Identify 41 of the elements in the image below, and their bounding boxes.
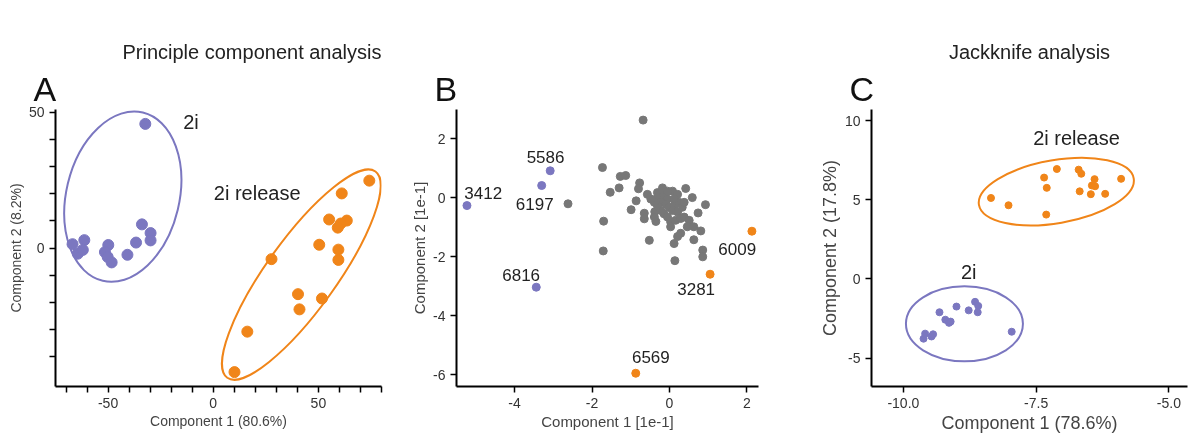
x-tick-label: -4: [508, 394, 522, 411]
annotation: 5586: [526, 148, 565, 168]
y-axis-title: Component 2 (17.8%): [819, 159, 840, 337]
x-tick-label: 0: [209, 394, 218, 411]
y-tick-label: 10: [844, 112, 861, 129]
x-tick-label: -50: [97, 394, 119, 411]
chart-title: Principle component analysis: [122, 40, 382, 63]
annotation: 6569: [631, 348, 670, 368]
annotation: 2i release: [1033, 127, 1120, 150]
x-tick-label: 50: [310, 394, 327, 411]
annotation: 2i release: [213, 182, 301, 205]
y-axis-title: Component 2 [1e-1]: [411, 181, 429, 315]
y-axis-title: Component 2 (8.2%): [7, 183, 24, 313]
y-tick-label: 0: [437, 189, 446, 206]
y-tick-label: -5: [848, 350, 861, 367]
y-tick-label: 0: [852, 270, 861, 287]
x-tick-label: -7.5: [1024, 394, 1049, 411]
x-tick-label: 0: [665, 394, 674, 411]
y-tick-label: -2: [433, 248, 446, 265]
chart-subtitle: A: [33, 69, 57, 108]
y-tick-label: 5: [852, 191, 861, 208]
annotation: 3281: [677, 279, 716, 299]
x-axis-title: Component 1 [1e-1]: [541, 412, 674, 430]
chart-subtitle: C: [849, 69, 875, 108]
x-tick-label: 2: [742, 394, 751, 411]
x-tick-label: -5.0: [1156, 394, 1182, 411]
annotation: 6816: [502, 266, 541, 286]
chart-title: Jackknife analysis: [948, 40, 1111, 63]
annotation: 3412: [464, 183, 503, 203]
annotation: 2i: [960, 260, 977, 283]
annotation: 2i: [183, 110, 199, 133]
chart-subtitle: B: [434, 69, 458, 108]
y-tick-label: 2: [437, 130, 446, 147]
y-tick-label: -6: [433, 366, 446, 383]
annotation: 6197: [515, 195, 554, 215]
annotation: 6009: [718, 239, 757, 259]
x-tick-label: -10.0: [887, 394, 920, 411]
y-tick-label: -4: [433, 307, 446, 324]
x-tick-label: -2: [585, 394, 599, 411]
x-axis-title: Component 1 (80.6%): [150, 412, 287, 429]
x-axis-title: Component 1 (78.6%): [941, 412, 1118, 433]
